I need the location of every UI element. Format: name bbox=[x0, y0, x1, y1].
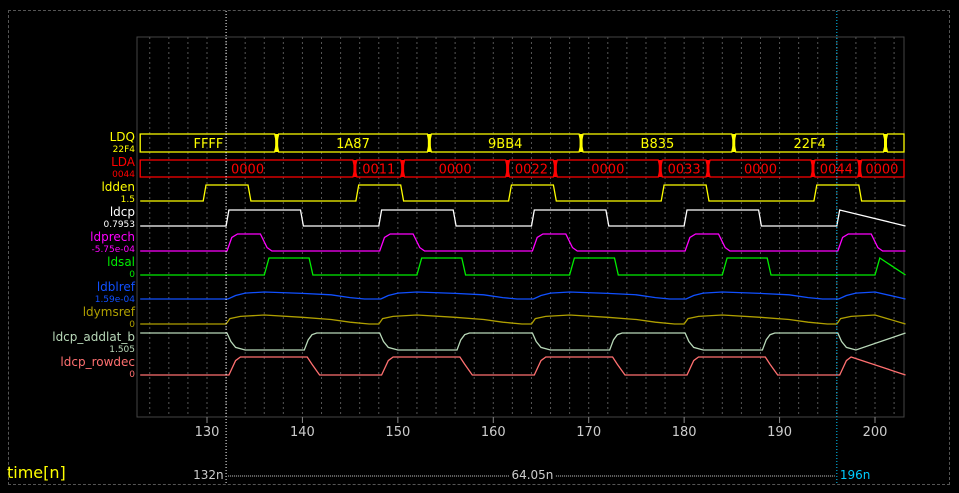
waveform bbox=[140, 184, 906, 202]
signal-ldsal bbox=[140, 256, 906, 276]
cursor-a-label[interactable]: 132n bbox=[193, 468, 224, 482]
waveform bbox=[140, 314, 906, 325]
signal-ldblref bbox=[140, 291, 906, 300]
tick-label: 160 bbox=[480, 425, 506, 440]
waveform bbox=[140, 209, 906, 227]
signal-name[interactable]: ldymsref bbox=[82, 305, 135, 319]
bus-value: 0000 bbox=[744, 163, 777, 178]
waveform bbox=[140, 256, 906, 276]
waveform bbox=[140, 233, 906, 252]
cursor-delta-label: 64.05n bbox=[509, 468, 556, 482]
bus-value: 9BB4 bbox=[488, 137, 522, 152]
time-axis-label: time[n] bbox=[7, 463, 66, 482]
signal-value: 0 bbox=[129, 270, 135, 280]
signal-value: -5.75e-04 bbox=[91, 245, 135, 255]
signal-ldden bbox=[140, 184, 906, 202]
bus-value: 0022 bbox=[515, 163, 548, 178]
waveform bbox=[140, 356, 906, 376]
signal-ldprech bbox=[140, 233, 906, 252]
tick-label: 180 bbox=[671, 425, 697, 440]
bus-value: 0000 bbox=[439, 163, 472, 178]
signal-ldymsref bbox=[140, 314, 906, 325]
cursor-b-label[interactable]: 196n bbox=[839, 468, 871, 482]
signal-value: 0 bbox=[129, 320, 135, 330]
tick-label: 170 bbox=[576, 425, 602, 440]
signal-name[interactable]: ldcp bbox=[109, 205, 135, 219]
signal-name[interactable]: LDQ bbox=[109, 130, 135, 144]
signal-name[interactable]: ldprech bbox=[90, 230, 135, 244]
bus-segment bbox=[139, 133, 278, 153]
bus-value: 0000 bbox=[865, 163, 898, 178]
waveform-viewer-frame bbox=[8, 10, 950, 485]
signal-value: 0.7953 bbox=[103, 220, 136, 230]
tick-label: 200 bbox=[862, 425, 888, 440]
signal-value: 0044 bbox=[112, 170, 135, 180]
signal-name[interactable]: ldcp_rowdec bbox=[60, 355, 135, 369]
bus-value: 0011 bbox=[362, 163, 395, 178]
signal-value: 0 bbox=[129, 370, 135, 380]
signal-name[interactable]: ldblref bbox=[96, 280, 135, 294]
signal-ldcp_addlat_b bbox=[140, 332, 906, 351]
bus-segment bbox=[884, 133, 905, 153]
plot-border bbox=[136, 36, 905, 418]
waveform bbox=[140, 332, 906, 351]
bus-value: B835 bbox=[641, 137, 675, 152]
signal-ldcp bbox=[140, 209, 906, 227]
bus-value: 0000 bbox=[591, 163, 624, 178]
tick-label: 190 bbox=[767, 425, 792, 440]
tick-label: 130 bbox=[194, 425, 220, 440]
bus-segment bbox=[139, 159, 356, 178]
signal-name[interactable]: LDA bbox=[111, 155, 135, 169]
signal-value: 1.59e-04 bbox=[94, 295, 135, 305]
signal-name[interactable]: ldsal bbox=[107, 255, 135, 269]
tick-label: 140 bbox=[290, 425, 315, 440]
signal-LDA: 000000110000002200000033000000440000 bbox=[139, 159, 905, 178]
bus-value: 0033 bbox=[668, 163, 701, 178]
bus-value: 1A87 bbox=[336, 137, 370, 152]
signal-value: 1.5 bbox=[120, 195, 135, 205]
signal-LDQ: FFFF 1A87 9BB4 B835 22F4 bbox=[139, 133, 905, 153]
signal-value: 22F4 bbox=[112, 145, 135, 155]
bus-value: FFFF bbox=[193, 137, 223, 152]
bus-value: 0000 bbox=[231, 163, 264, 178]
signal-name[interactable]: ldcp_addlat_b bbox=[52, 330, 135, 344]
signal-value: 1.505 bbox=[109, 345, 135, 355]
signal-ldcp_rowdec bbox=[140, 356, 906, 376]
signal-name[interactable]: ldden bbox=[101, 180, 135, 194]
tick-label: 150 bbox=[385, 425, 411, 440]
bus-value: 22F4 bbox=[793, 137, 825, 152]
waveform bbox=[140, 291, 906, 300]
